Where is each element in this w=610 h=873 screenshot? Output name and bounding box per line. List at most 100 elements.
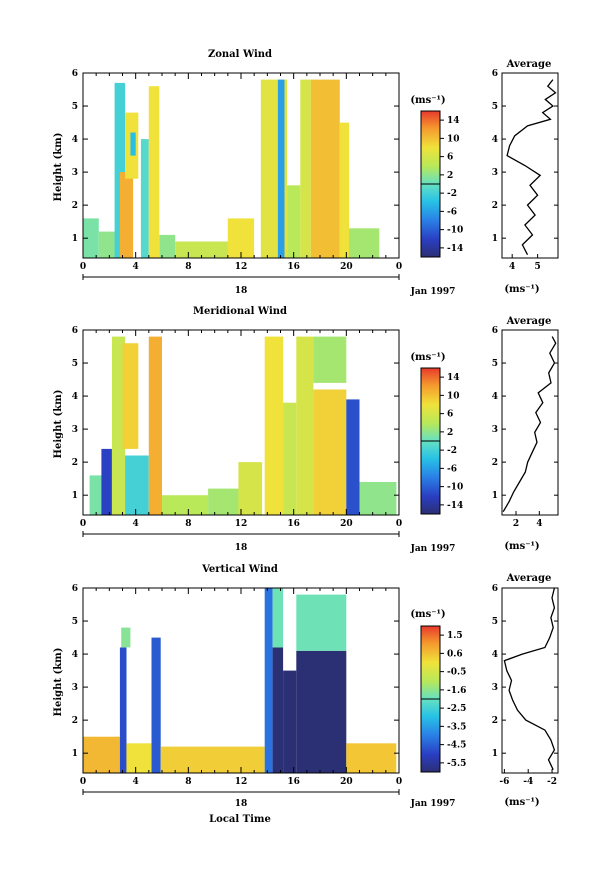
y-tick-label: 4: [72, 650, 78, 660]
x-tick-label: 20: [340, 777, 353, 787]
colorbar-label: 14: [447, 116, 460, 126]
avg-y-label: 5: [492, 359, 498, 369]
colorbar-label: 0.6: [447, 649, 463, 659]
data-cell: [264, 588, 273, 773]
x-tick-label: 16: [287, 777, 300, 787]
avg-y-label: 3: [492, 168, 498, 178]
y-tick-label: 1: [72, 234, 78, 244]
avg-y-label: 2: [492, 716, 498, 726]
panel-2: 0 4 8 12 16 20 01234561.50.6-0.5-1.6-2.5-3.5-4…: [72, 584, 559, 795]
y-tick-label: 2: [72, 716, 78, 726]
x-tick-label: 20: [340, 262, 353, 272]
data-cell: [359, 482, 397, 515]
colorbar-label: -1.6: [447, 686, 466, 696]
data-cell: [119, 172, 134, 258]
colorbar-label: -10: [447, 483, 463, 493]
x-tick-label: 12: [235, 262, 248, 272]
avg-y-label: 3: [492, 683, 498, 693]
y-tick-label: 2: [72, 201, 78, 211]
avg-y-label: 4: [492, 135, 498, 145]
x-tick-label: 0: [80, 262, 86, 272]
avg-x-label: -2: [547, 777, 557, 787]
colorbar-label: -2: [447, 446, 457, 456]
avg-y-label: 1: [492, 749, 498, 759]
y-axis-label-meridional: Height (km): [53, 390, 64, 459]
data-cell: [83, 218, 99, 258]
unit-label-zonal: (ms⁻¹): [410, 95, 445, 106]
data-cell: [283, 402, 297, 515]
avg-y-label: 5: [492, 617, 498, 627]
data-cell: [272, 588, 284, 648]
data-cell: [227, 218, 255, 258]
data-cell: [272, 647, 284, 773]
y-tick-label: 5: [72, 617, 78, 627]
colorbar-label: -3.5: [447, 722, 466, 732]
avg-title-zonal: Average: [506, 59, 552, 70]
data-cell: [162, 495, 209, 515]
data-cell: [98, 231, 118, 258]
colorbar-label: -10: [447, 226, 463, 236]
avg-y-label: 2: [492, 201, 498, 211]
x-tick-label: 16: [287, 262, 300, 272]
avg-y-label: 3: [492, 425, 498, 435]
data-cell: [101, 448, 112, 515]
panel-title-meridional: Meridional Wind: [193, 306, 287, 317]
avg-xlabel-vertical: (ms⁻¹): [504, 797, 539, 808]
avg-xlabel-meridional: (ms⁻¹): [504, 541, 539, 552]
date-tick-meridional: 18: [235, 543, 248, 553]
avg-y-label: 1: [492, 491, 498, 501]
colorbar-label: 14: [447, 373, 460, 383]
data-cell: [121, 627, 131, 648]
x-tick-label: 20: [340, 519, 353, 529]
colorbar-label: 6: [447, 410, 453, 420]
avg-title-vertical: Average: [506, 573, 552, 584]
x-tick-label: 0: [396, 519, 402, 529]
y-tick-label: 6: [72, 69, 78, 79]
data-cell: [310, 79, 340, 258]
data-cell: [283, 670, 297, 773]
data-cell: [112, 336, 126, 515]
avg-x-label: 5: [535, 262, 541, 272]
data-cell: [300, 79, 311, 258]
data-cell: [159, 234, 176, 258]
data-cell: [119, 647, 127, 773]
x-axis-label: Local Time: [209, 814, 271, 825]
data-cell: [130, 132, 136, 156]
panel-title-zonal: Zonal Wind: [208, 49, 272, 60]
unit-label-vertical: (ms⁻¹): [410, 609, 445, 620]
x-tick-label: 0: [80, 777, 86, 787]
x-tick-label: 12: [235, 519, 248, 529]
colorbar-label: -14: [447, 501, 463, 511]
colorbar-label: -5.5: [447, 759, 466, 769]
y-tick-label: 1: [72, 491, 78, 501]
x-tick-label: 8: [185, 777, 191, 787]
avg-x-label: 4: [509, 262, 515, 272]
data-cell: [339, 122, 349, 258]
colorbar-label: -0.5: [447, 668, 466, 678]
avg-y-label: 6: [492, 326, 498, 336]
data-cell: [160, 746, 265, 773]
avg-y-label: 2: [492, 458, 498, 468]
average-frame: [501, 587, 559, 774]
x-tick-label: 0: [80, 519, 86, 529]
y-tick-label: 5: [72, 102, 78, 112]
data-cell: [140, 139, 149, 258]
colorbar-label: 2: [447, 171, 453, 181]
x-tick-label: 0: [396, 262, 402, 272]
data-cell: [148, 86, 160, 258]
x-tick-label: 4: [133, 262, 139, 272]
data-cell: [175, 241, 235, 258]
y-tick-label: 4: [72, 392, 78, 402]
x-tick-label: 16: [287, 519, 300, 529]
avg-y-label: 4: [492, 392, 498, 402]
data-cell: [287, 185, 301, 258]
x-tick-label: 4: [133, 777, 139, 787]
avg-y-label: 1: [492, 234, 498, 244]
data-cell: [122, 343, 139, 449]
y-tick-label: 3: [72, 425, 78, 435]
data-cell: [296, 594, 347, 651]
